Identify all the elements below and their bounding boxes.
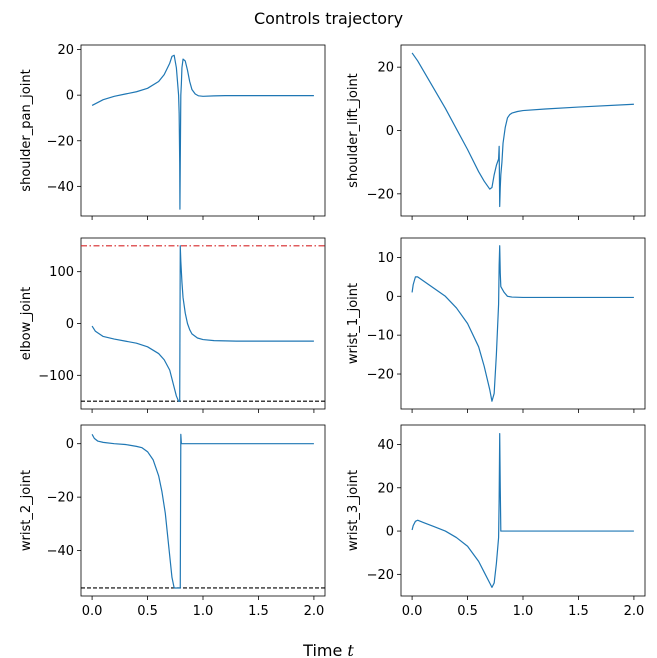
y-tick-label: −100 bbox=[38, 369, 74, 384]
y-axis-label: shoulder_pan_joint bbox=[19, 69, 34, 191]
series-line bbox=[91, 245, 314, 402]
axes-frame bbox=[80, 424, 326, 597]
x-tick-label: 0.5 bbox=[137, 604, 158, 619]
y-tick-label: −20 bbox=[367, 568, 394, 583]
axes-frame bbox=[400, 424, 646, 597]
y-tick-label: 0 bbox=[386, 525, 394, 540]
series-line bbox=[411, 245, 634, 402]
y-axis-label: wrist_3_joint bbox=[346, 470, 361, 551]
subplot-shoulder_lift_joint: 20 0 −20 shoulder_lift_joint bbox=[346, 44, 646, 220]
figure-title: Controls trajectory bbox=[254, 9, 403, 28]
series-line bbox=[411, 52, 634, 208]
x-tick-label: 0.5 bbox=[457, 604, 478, 619]
y-tick-label: −40 bbox=[47, 180, 74, 195]
y-tick-label: 0 bbox=[66, 437, 74, 452]
y-tick-label: −20 bbox=[367, 368, 394, 383]
y-tick-label: 0 bbox=[386, 290, 394, 305]
subplot-wrist_2_joint: 0.0 0.5 1.0 1.5 2.0 0 −20 −40 wrist_2_joint bbox=[19, 424, 326, 619]
axes-frame bbox=[80, 44, 326, 217]
subplot-elbow_joint: 100 0 −100 elbow_joint bbox=[19, 237, 326, 413]
y-tick-label: 40 bbox=[377, 438, 394, 453]
series-line bbox=[91, 433, 314, 589]
subplot-shoulder_pan_joint: 20 0 −20 −40 shoulder_pan_joint bbox=[19, 43, 326, 220]
y-axis-label: wrist_1_joint bbox=[346, 283, 361, 364]
y-tick-label: 100 bbox=[49, 265, 74, 280]
xlabel-text: Time bbox=[302, 641, 342, 658]
x-tick-label: 0.0 bbox=[402, 604, 423, 619]
y-tick-label: −40 bbox=[47, 544, 74, 559]
figure-xlabel: Time t bbox=[302, 641, 354, 658]
y-axis-label: elbow_joint bbox=[19, 287, 34, 360]
y-tick-label: 10 bbox=[377, 251, 394, 266]
subplot-wrist_3_joint: 0.0 0.5 1.0 1.5 2.0 40 20 0 −20 wrist_3_joint bbox=[346, 424, 646, 619]
subplot-grid: 20 0 −20 −40 shoulder_pan_joint 20 0 −20 shoulde… bbox=[19, 43, 646, 619]
y-axis-label: wrist_2_joint bbox=[19, 470, 34, 551]
x-tick-label: 1.0 bbox=[193, 604, 214, 619]
series-line bbox=[91, 54, 314, 210]
axes-frame bbox=[400, 44, 646, 217]
subplot-wrist_1_joint: 10 0 −10 −20 wrist_1_joint bbox=[346, 237, 646, 413]
y-tick-label: 0 bbox=[66, 89, 74, 104]
y-tick-label: −20 bbox=[367, 187, 394, 202]
y-tick-label: 20 bbox=[57, 43, 74, 58]
y-tick-label: 20 bbox=[377, 61, 394, 76]
axes-frame bbox=[80, 237, 326, 410]
x-tick-label: 1.5 bbox=[248, 604, 269, 619]
y-tick-label: 20 bbox=[377, 481, 394, 496]
y-tick-label: 0 bbox=[66, 317, 74, 332]
x-tick-label: 1.0 bbox=[513, 604, 534, 619]
axes-frame bbox=[400, 237, 646, 410]
x-tick-label: 2.0 bbox=[304, 604, 325, 619]
x-tick-label: 1.5 bbox=[568, 604, 589, 619]
y-tick-label: −10 bbox=[367, 329, 394, 344]
y-tick-label: 0 bbox=[386, 124, 394, 139]
x-tick-label: 2.0 bbox=[624, 604, 645, 619]
y-axis-label: shoulder_lift_joint bbox=[346, 73, 361, 188]
x-tick-label: 0.0 bbox=[82, 604, 103, 619]
series-line bbox=[411, 433, 634, 588]
xlabel-variable: t bbox=[347, 641, 354, 658]
y-tick-label: −20 bbox=[47, 491, 74, 506]
y-tick-label: −20 bbox=[47, 134, 74, 149]
